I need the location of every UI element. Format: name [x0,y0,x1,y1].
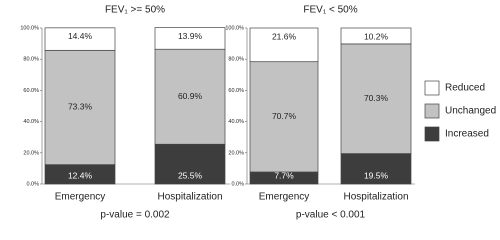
bar-segment [340,43,412,154]
y-tick-label: 20.0% [228,150,244,156]
bar-segment [44,27,116,51]
y-tick-label: 40.0% [23,119,39,125]
legend-swatch [424,126,440,142]
legend-swatch [424,103,440,119]
data-label: 60.9% [178,91,203,101]
legend-label: Reduced [445,83,485,94]
y-tick-label: 100.0% [225,25,244,31]
y-tick-label: 60.0% [228,88,244,94]
bar-segment [249,61,319,173]
y-tick-label: 60.0% [23,88,39,94]
annotation: p-value = 0.002 [100,210,170,221]
x-tick-label: Hospitalization [343,192,408,203]
y-tick-label: 40.0% [228,119,244,125]
y-tick-label: 0.0% [26,181,39,187]
panel-title: FEV₁ >= 50% [105,5,165,16]
legend-label: Unchanged [445,106,496,117]
data-label: 73.3% [68,102,93,112]
y-tick-label: 80.0% [228,57,244,63]
y-tick-label: 20.0% [23,150,39,156]
data-label: 19.5% [364,170,389,180]
legend-swatch [424,80,440,96]
data-label: 21.6% [272,31,297,41]
x-tick-label: Emergency [55,192,106,203]
y-tick-label: 80.0% [23,57,39,63]
y-tick-label: 100.0% [20,25,39,31]
annotation: p-value < 0.001 [296,210,366,221]
data-label: 70.3% [364,93,389,103]
data-label: 12.4% [68,170,93,180]
x-tick-label: Hospitalization [157,192,222,203]
bar-segment [340,153,412,185]
data-label: 25.5% [178,170,203,180]
chart: FEV₁ >= 50% p-value = 0.002 0.0% 20.0% 40.0%… [20,5,496,221]
data-label: 70.7% [272,111,297,121]
x-tick-label: Emergency [259,192,310,203]
bar-segment [154,48,226,145]
data-label: 10.2% [364,31,389,41]
data-label: 14.4% [68,31,93,41]
bar-segment [249,27,319,63]
data-label: 13.9% [178,31,203,41]
bar-segment [154,27,226,50]
bar-segment [154,143,226,185]
y-tick-label: 0.0% [231,181,244,187]
legend-label: Increased [445,129,489,140]
data-label: 7.7% [274,170,294,180]
bar-segment [44,49,116,166]
panel-title: FEV₁ < 50% [303,5,357,16]
bar-segment [340,27,412,45]
